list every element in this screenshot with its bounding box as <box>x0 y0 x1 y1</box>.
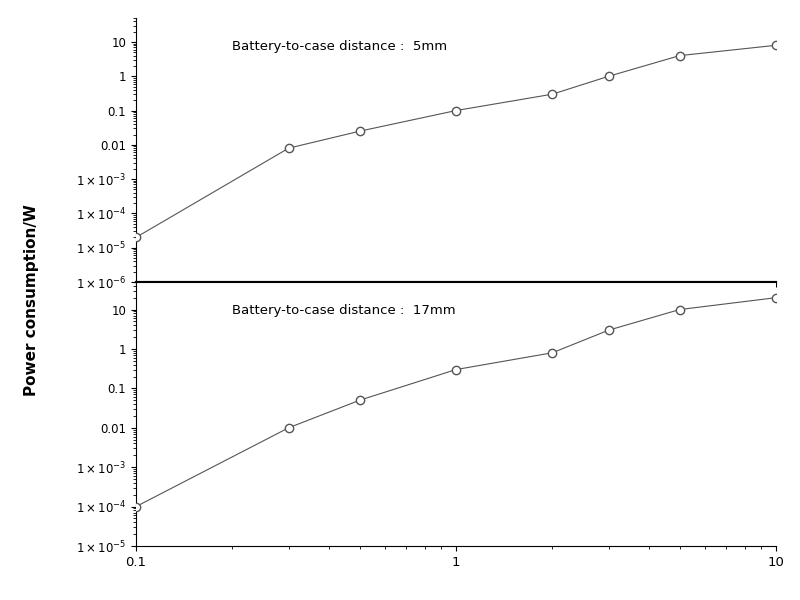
Text: Battery-to-case distance :  17mm: Battery-to-case distance : 17mm <box>232 304 456 317</box>
Text: Battery-to-case distance :  5mm: Battery-to-case distance : 5mm <box>232 40 447 53</box>
Text: Power consumption/W: Power consumption/W <box>24 204 39 396</box>
